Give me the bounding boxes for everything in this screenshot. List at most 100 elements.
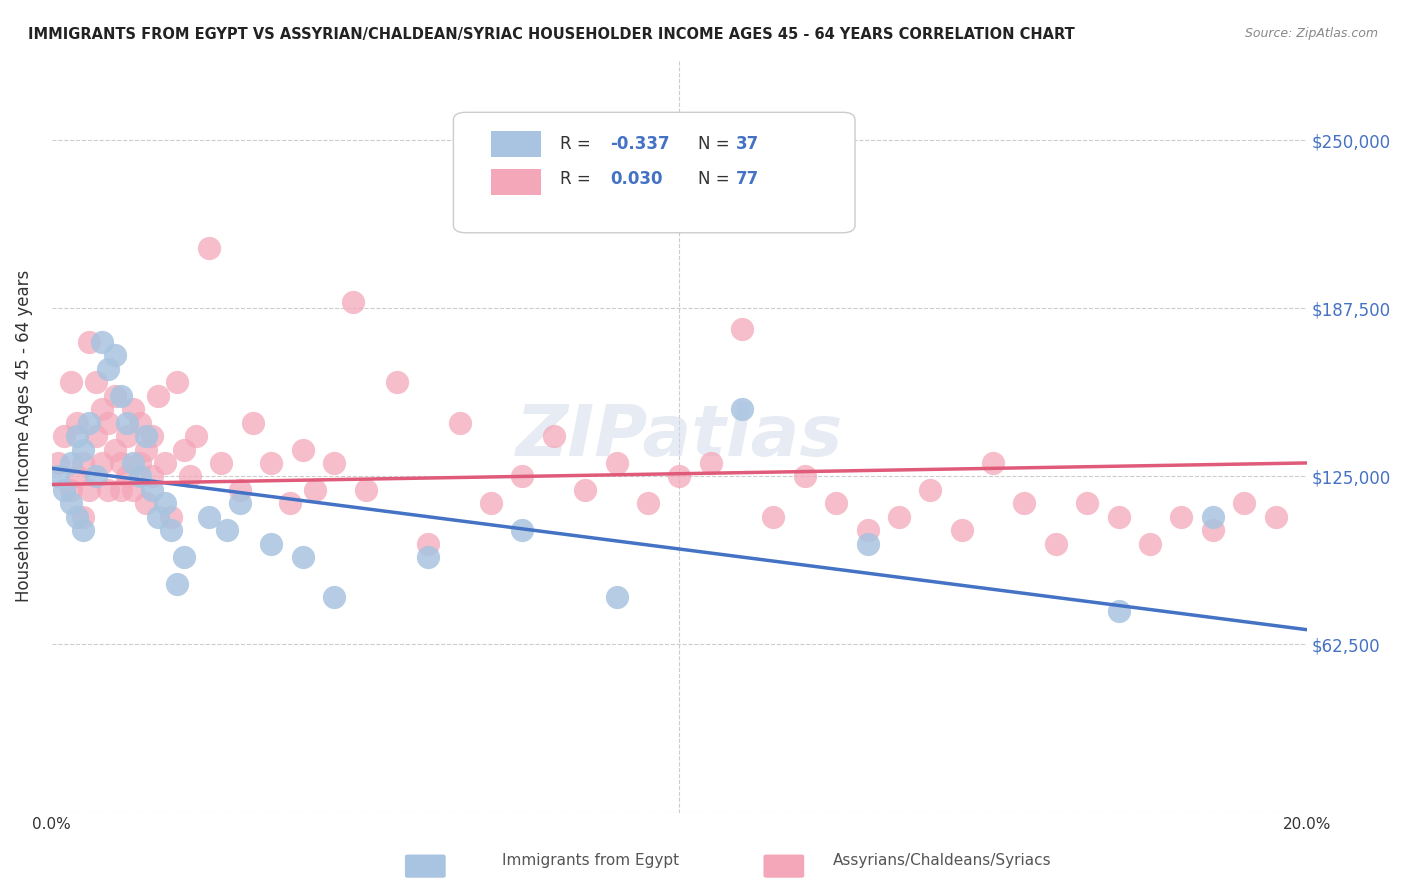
Point xyxy=(91,456,114,470)
Point xyxy=(128,469,150,483)
Point xyxy=(122,483,145,497)
Point xyxy=(91,402,114,417)
Point xyxy=(141,483,163,497)
Point xyxy=(291,442,314,457)
Point xyxy=(1202,509,1225,524)
Point xyxy=(1014,496,1036,510)
Point xyxy=(46,456,69,470)
Point xyxy=(920,483,942,497)
Point xyxy=(856,536,879,550)
Point xyxy=(1076,496,1098,510)
Point xyxy=(110,483,132,497)
Point xyxy=(79,416,101,430)
Point xyxy=(354,483,377,497)
Point xyxy=(122,456,145,470)
Point xyxy=(342,294,364,309)
Point xyxy=(197,509,219,524)
Point xyxy=(887,509,910,524)
Text: N =: N = xyxy=(699,169,735,187)
Point xyxy=(66,429,89,443)
Text: IMMIGRANTS FROM EGYPT VS ASSYRIAN/CHALDEAN/SYRIAC HOUSEHOLDER INCOME AGES 45 - 6: IMMIGRANTS FROM EGYPT VS ASSYRIAN/CHALDE… xyxy=(28,27,1074,42)
Point xyxy=(135,429,157,443)
Point xyxy=(46,469,69,483)
Point xyxy=(323,456,346,470)
Text: 0.030: 0.030 xyxy=(610,169,662,187)
Point xyxy=(122,402,145,417)
Point xyxy=(197,241,219,255)
Point xyxy=(115,429,138,443)
Point xyxy=(512,469,534,483)
Text: 37: 37 xyxy=(735,135,759,153)
Point xyxy=(128,456,150,470)
Point xyxy=(242,416,264,430)
Point xyxy=(950,523,973,537)
Point xyxy=(179,469,201,483)
Text: N =: N = xyxy=(699,135,735,153)
Point xyxy=(209,456,232,470)
Point xyxy=(1108,509,1130,524)
Point xyxy=(166,376,188,390)
Point xyxy=(173,442,195,457)
Point xyxy=(97,483,120,497)
Point xyxy=(731,402,754,417)
Point xyxy=(418,550,440,565)
Point xyxy=(103,389,125,403)
Point xyxy=(606,591,628,605)
Point xyxy=(135,442,157,457)
Point xyxy=(84,429,107,443)
Point xyxy=(856,523,879,537)
Text: Source: ZipAtlas.com: Source: ZipAtlas.com xyxy=(1244,27,1378,40)
Point xyxy=(449,416,471,430)
Text: Immigrants from Egypt: Immigrants from Egypt xyxy=(502,854,679,868)
Point xyxy=(217,523,239,537)
Point xyxy=(1045,536,1067,550)
Point xyxy=(606,456,628,470)
Point xyxy=(59,483,82,497)
Point xyxy=(1139,536,1161,550)
Point xyxy=(141,469,163,483)
Point xyxy=(385,376,408,390)
Point xyxy=(103,442,125,457)
Point xyxy=(793,469,815,483)
Point xyxy=(731,321,754,335)
Point xyxy=(278,496,301,510)
Point xyxy=(110,389,132,403)
Point xyxy=(260,456,283,470)
Point xyxy=(637,496,659,510)
Y-axis label: Householder Income Ages 45 - 64 years: Householder Income Ages 45 - 64 years xyxy=(15,270,32,602)
Point xyxy=(72,509,94,524)
Point xyxy=(981,456,1004,470)
Point xyxy=(84,376,107,390)
Point xyxy=(260,536,283,550)
Point xyxy=(184,429,207,443)
Point xyxy=(418,536,440,550)
Bar xyxy=(491,131,541,158)
Point xyxy=(1264,509,1286,524)
Point xyxy=(72,442,94,457)
Point xyxy=(323,591,346,605)
Point xyxy=(103,348,125,362)
Point xyxy=(1108,604,1130,618)
Point xyxy=(115,469,138,483)
Point xyxy=(153,456,176,470)
Point xyxy=(512,523,534,537)
Point xyxy=(79,483,101,497)
Point xyxy=(97,362,120,376)
Point xyxy=(304,483,326,497)
Point xyxy=(79,334,101,349)
Point xyxy=(110,456,132,470)
Point xyxy=(291,550,314,565)
Point xyxy=(59,456,82,470)
Point xyxy=(229,496,252,510)
Point xyxy=(166,577,188,591)
Point xyxy=(53,429,76,443)
Point xyxy=(173,550,195,565)
Point xyxy=(229,483,252,497)
Point xyxy=(66,469,89,483)
Point xyxy=(84,469,107,483)
Bar xyxy=(491,169,541,195)
Point xyxy=(115,416,138,430)
Text: 77: 77 xyxy=(735,169,759,187)
Point xyxy=(148,389,170,403)
Point xyxy=(97,416,120,430)
